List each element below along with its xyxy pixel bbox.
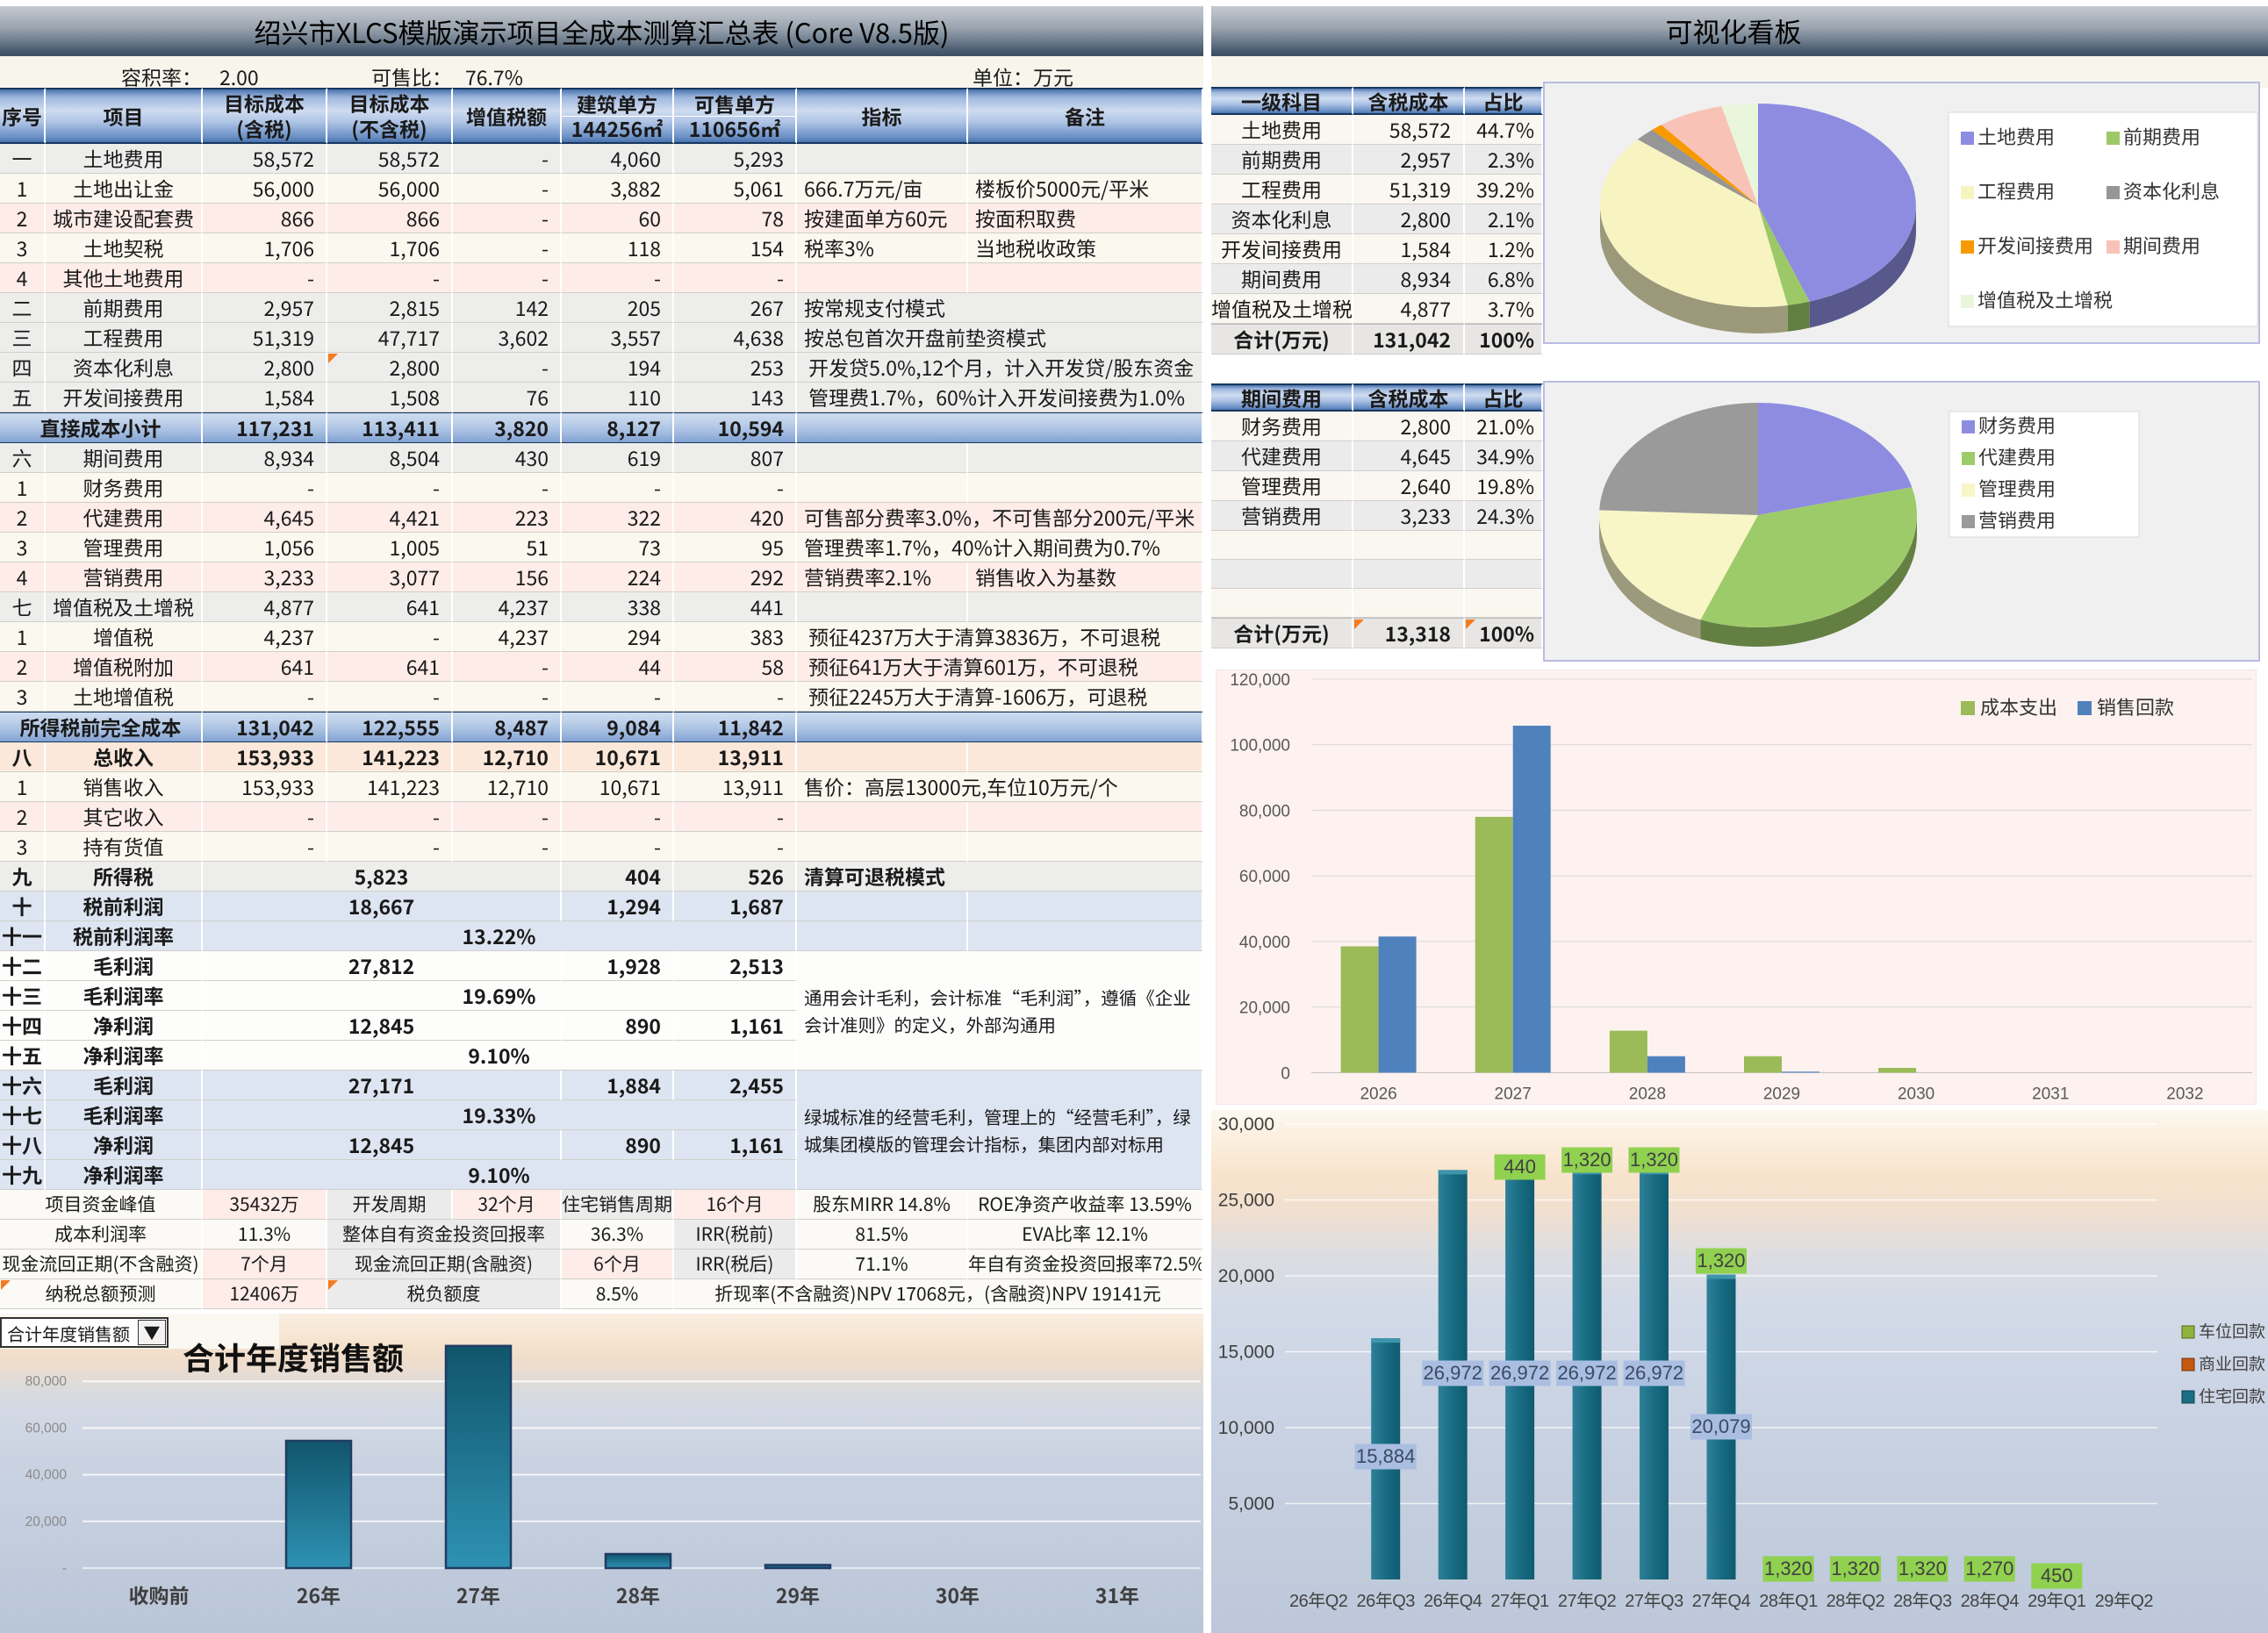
svg-text:40,000: 40,000 bbox=[25, 1468, 68, 1483]
svg-text:2029: 2029 bbox=[1763, 1085, 1800, 1103]
svg-text:开发间接费用: 开发间接费用 bbox=[1977, 231, 2093, 259]
svg-text:住宅回款: 住宅回款 bbox=[2199, 1384, 2265, 1407]
svg-text:29年: 29年 bbox=[776, 1579, 820, 1609]
svg-text:26,972: 26,972 bbox=[1424, 1362, 1482, 1384]
svg-text:管理费用: 管理费用 bbox=[1978, 474, 2056, 502]
svg-text:15,884: 15,884 bbox=[1356, 1445, 1415, 1467]
svg-text:120,000: 120,000 bbox=[1230, 671, 1290, 690]
svg-text:20,000: 20,000 bbox=[25, 1515, 68, 1529]
svg-text:财务费用: 财务费用 bbox=[1978, 411, 2056, 439]
svg-text:2028: 2028 bbox=[1629, 1085, 1666, 1103]
svg-text:1,320: 1,320 bbox=[1764, 1558, 1812, 1579]
svg-text:28年Q4: 28年Q4 bbox=[1961, 1592, 2020, 1611]
svg-text:1,320: 1,320 bbox=[1697, 1250, 1745, 1271]
svg-text:土地费用: 土地费用 bbox=[1977, 122, 2055, 150]
svg-text:1,320: 1,320 bbox=[1563, 1149, 1611, 1171]
svg-text:代建费用: 代建费用 bbox=[1978, 442, 2056, 470]
svg-text:29年Q2: 29年Q2 bbox=[2095, 1592, 2154, 1611]
svg-text:-: - bbox=[62, 1561, 67, 1576]
svg-text:2031: 2031 bbox=[2032, 1085, 2069, 1103]
svg-text:2032: 2032 bbox=[2166, 1085, 2203, 1103]
svg-text:60,000: 60,000 bbox=[25, 1421, 68, 1436]
svg-text:27年Q2: 27年Q2 bbox=[1558, 1592, 1617, 1611]
svg-text:26年Q4: 26年Q4 bbox=[1424, 1592, 1482, 1611]
svg-text:28年Q3: 28年Q3 bbox=[1893, 1592, 1952, 1611]
svg-text:31年: 31年 bbox=[1095, 1579, 1139, 1609]
svg-text:26,972: 26,972 bbox=[1625, 1362, 1683, 1384]
svg-text:26年Q3: 26年Q3 bbox=[1356, 1592, 1415, 1611]
svg-text:450: 450 bbox=[2041, 1565, 2073, 1586]
svg-text:前期费用: 前期费用 bbox=[2123, 122, 2200, 150]
svg-text:80,000: 80,000 bbox=[25, 1374, 68, 1389]
svg-text:27年Q3: 27年Q3 bbox=[1625, 1592, 1683, 1611]
svg-text:28年Q1: 28年Q1 bbox=[1759, 1592, 1818, 1611]
svg-text:2027: 2027 bbox=[1495, 1085, 1532, 1103]
svg-text:2026: 2026 bbox=[1360, 1085, 1396, 1103]
svg-text:100,000: 100,000 bbox=[1230, 737, 1290, 756]
svg-text:15,000: 15,000 bbox=[1218, 1343, 1274, 1363]
svg-text:28年: 28年 bbox=[616, 1579, 660, 1609]
svg-text:28年Q2: 28年Q2 bbox=[1827, 1592, 1885, 1611]
svg-text:1,320: 1,320 bbox=[1898, 1558, 1947, 1579]
svg-text:25,000: 25,000 bbox=[1218, 1191, 1274, 1211]
svg-text:60,000: 60,000 bbox=[1239, 868, 1290, 886]
svg-text:20,079: 20,079 bbox=[1691, 1415, 1750, 1437]
svg-text:车位回款: 车位回款 bbox=[2199, 1319, 2265, 1343]
svg-text:2030: 2030 bbox=[1898, 1085, 1934, 1103]
svg-text:5,000: 5,000 bbox=[1228, 1494, 1274, 1515]
svg-text:增值税及土增税: 增值税及土增税 bbox=[1977, 285, 2113, 313]
svg-text:30,000: 30,000 bbox=[1218, 1114, 1274, 1135]
svg-text:27年Q1: 27年Q1 bbox=[1490, 1592, 1549, 1611]
svg-text:1,320: 1,320 bbox=[1630, 1149, 1678, 1171]
svg-text:期间费用: 期间费用 bbox=[2123, 231, 2200, 259]
svg-text:20,000: 20,000 bbox=[1239, 999, 1290, 1018]
svg-text:10,000: 10,000 bbox=[1218, 1418, 1274, 1438]
svg-text:销售回款: 销售回款 bbox=[2097, 692, 2174, 720]
svg-text:0: 0 bbox=[1281, 1064, 1290, 1083]
svg-text:商业回款: 商业回款 bbox=[2199, 1351, 2265, 1375]
svg-text:成本支出: 成本支出 bbox=[1980, 692, 2057, 720]
svg-text:1,270: 1,270 bbox=[1965, 1558, 2013, 1579]
svg-text:26年Q2: 26年Q2 bbox=[1289, 1592, 1348, 1611]
svg-text:26,972: 26,972 bbox=[1557, 1362, 1616, 1384]
svg-text:30年: 30年 bbox=[936, 1579, 980, 1609]
svg-text:40,000: 40,000 bbox=[1239, 934, 1290, 952]
svg-text:工程费用: 工程费用 bbox=[1977, 176, 2055, 204]
svg-text:27年Q4: 27年Q4 bbox=[1692, 1592, 1751, 1611]
svg-text:29年Q1: 29年Q1 bbox=[2028, 1592, 2086, 1611]
svg-text:合计年度销售额: 合计年度销售额 bbox=[183, 1334, 404, 1379]
svg-text:资本化利息: 资本化利息 bbox=[2123, 176, 2220, 204]
svg-text:26,972: 26,972 bbox=[1490, 1362, 1549, 1384]
svg-text:26年: 26年 bbox=[297, 1579, 341, 1609]
svg-text:1,320: 1,320 bbox=[1831, 1558, 1879, 1579]
svg-text:80,000: 80,000 bbox=[1239, 802, 1290, 820]
svg-text:营销费用: 营销费用 bbox=[1978, 505, 2056, 534]
svg-text:收购前: 收购前 bbox=[129, 1579, 190, 1609]
svg-text:440: 440 bbox=[1504, 1156, 1536, 1178]
svg-text:20,000: 20,000 bbox=[1218, 1266, 1274, 1286]
svg-text:27年: 27年 bbox=[456, 1579, 500, 1609]
